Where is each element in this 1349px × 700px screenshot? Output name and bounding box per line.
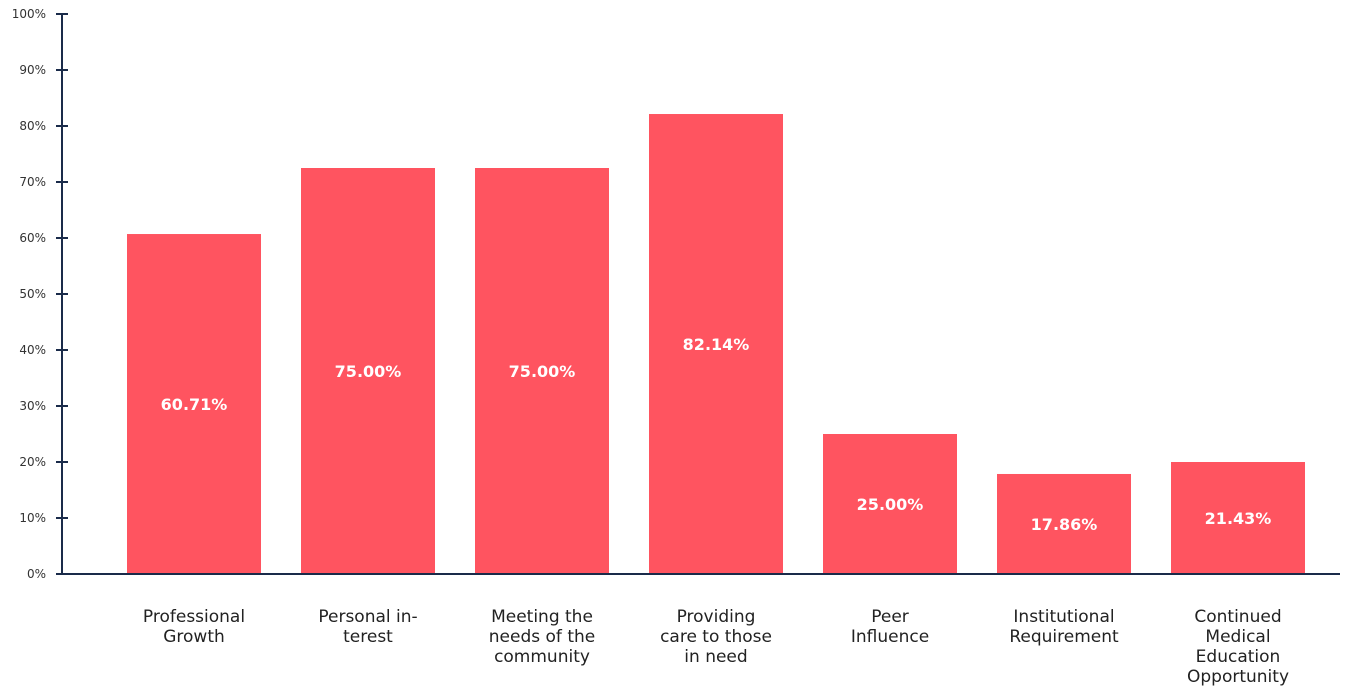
bar <box>127 234 261 575</box>
y-tick-label: 10% <box>19 511 46 525</box>
x-tick-label: Personal in-terest <box>318 607 417 647</box>
y-tick-label: 50% <box>19 287 46 301</box>
x-tick-label: Meeting the needs of the community <box>489 607 595 667</box>
x-tick-label: Professional Growth <box>143 607 245 647</box>
y-tick-label: 80% <box>19 119 46 133</box>
y-tick-label: 60% <box>19 231 46 245</box>
x-tick-label: Institutional Requirement <box>1009 607 1119 647</box>
data-label: 25.00% <box>857 495 924 514</box>
data-label: 75.00% <box>335 362 402 381</box>
category-labels: Professional Growth Personal in-terest Meet… <box>143 607 1289 687</box>
data-label: 60.71% <box>161 395 228 414</box>
y-tick-label: 70% <box>19 175 46 189</box>
value-labels: 60.71% 75.00% 75.00% 82.14% 25.00% 17.86% 21.4… <box>161 335 1272 534</box>
y-tick-label: 0% <box>27 567 46 581</box>
y-axis-ticks: 0% 10% 20% 30% 40% 50% 60% 70% 80% 90% 100% <box>12 7 68 581</box>
bar <box>301 168 435 574</box>
data-label: 17.86% <box>1031 515 1098 534</box>
bars <box>127 114 1305 575</box>
x-tick-label: Peer Influence <box>851 607 929 647</box>
y-tick-label: 20% <box>19 455 46 469</box>
data-label: 82.14% <box>683 335 750 354</box>
bar <box>997 473 1131 574</box>
y-tick-label: 30% <box>19 399 46 413</box>
y-tick-label: 90% <box>19 63 46 77</box>
data-label: 21.43% <box>1205 509 1272 528</box>
bar <box>649 114 783 575</box>
bar <box>1171 462 1305 574</box>
data-label: 75.00% <box>509 362 576 381</box>
y-tick-label: 100% <box>12 7 46 21</box>
x-tick-label: Providing care to those in need <box>660 607 772 667</box>
bar <box>823 434 957 574</box>
x-tick-label: Continued Medical Education Opportunity <box>1187 607 1289 687</box>
y-tick-label: 40% <box>19 343 46 357</box>
bar <box>475 168 609 574</box>
